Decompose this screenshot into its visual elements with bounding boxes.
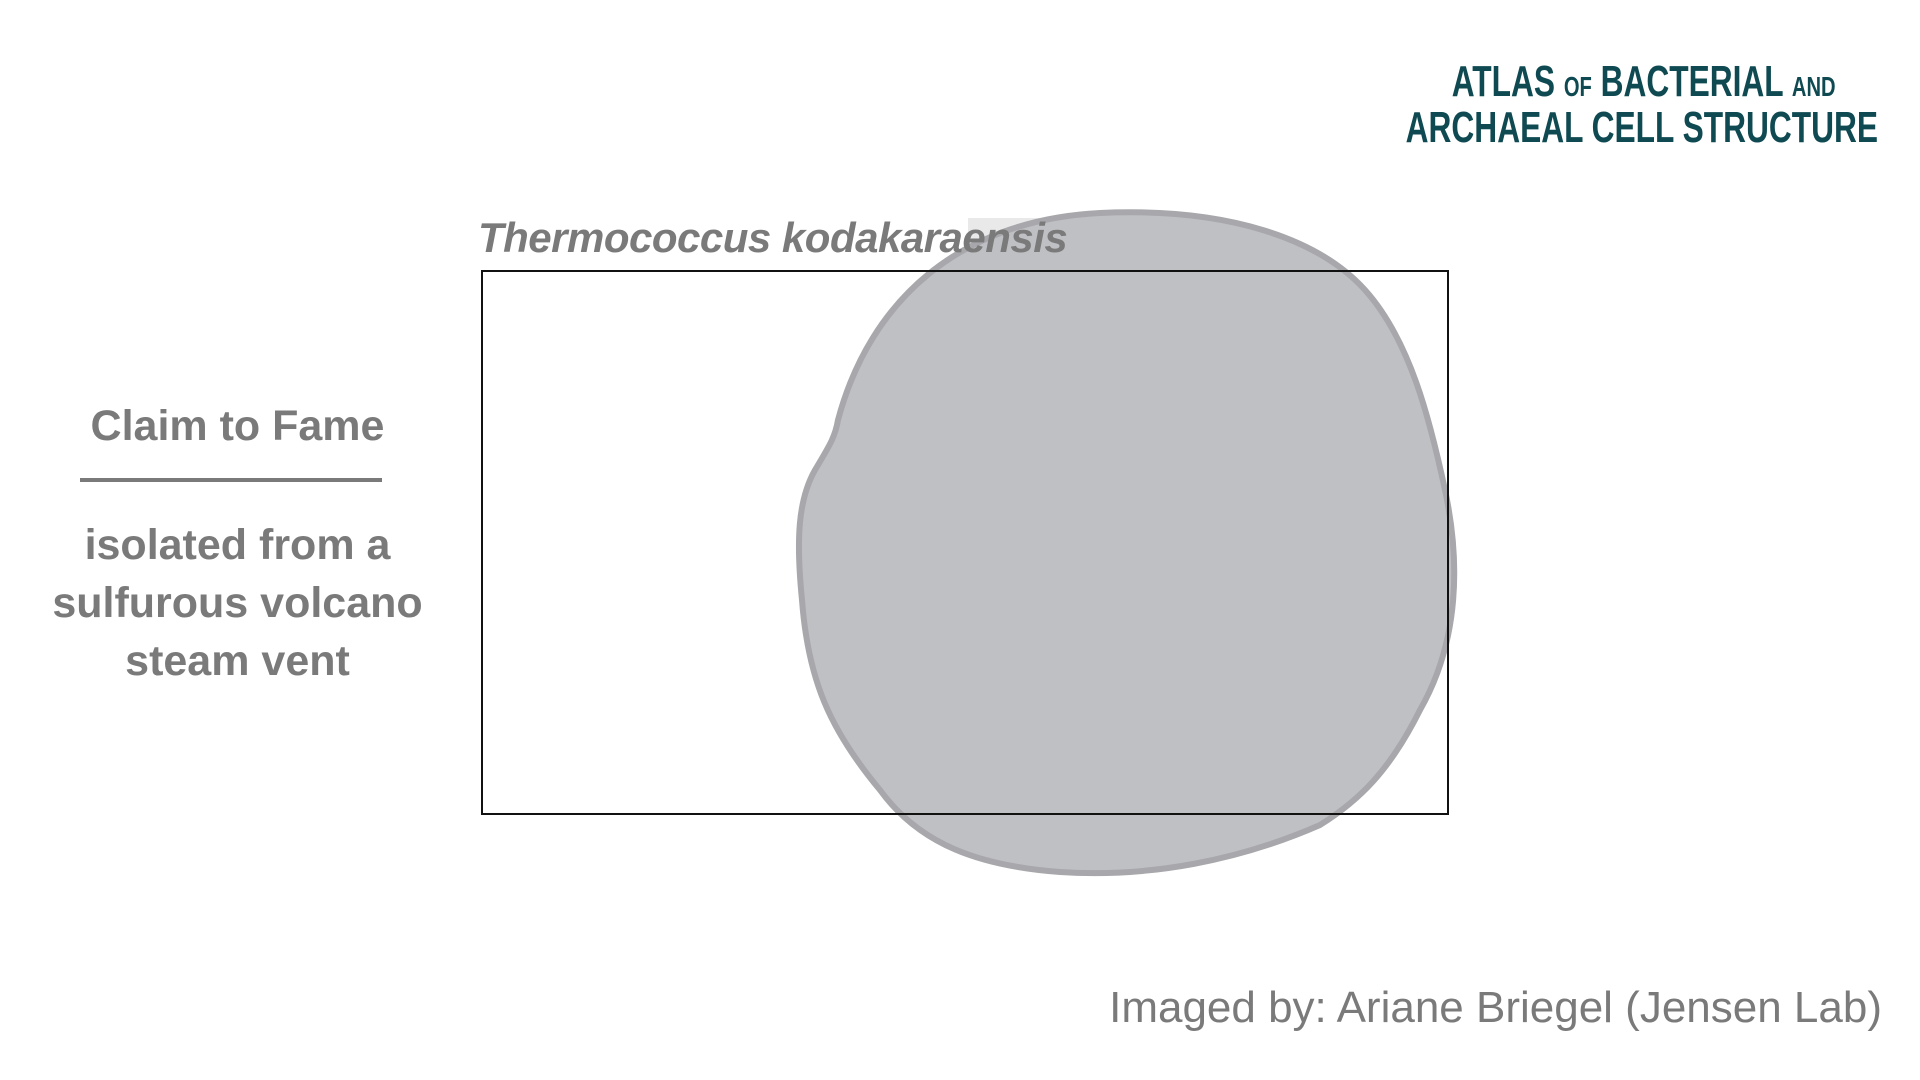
claim-description: isolated from a sulfurous volcano steam … (30, 516, 445, 690)
species-name: Thermococcus kodakaraensis (478, 214, 1068, 261)
logo-line-1: ATLAS OF BACTERIAL AND (1451, 57, 1836, 106)
atlas-logo: ATLAS OF BACTERIAL AND ARCHAEAL CELL STR… (1406, 60, 1878, 150)
claim-line-1: isolated from a (84, 521, 391, 569)
logo-line-2: ARCHAEAL CELL STRUCTURE (1405, 103, 1878, 152)
claim-divider (80, 478, 382, 482)
claim-title: Claim to Fame (90, 402, 385, 450)
image-frame (481, 270, 1449, 815)
claim-line-3: steam vent (125, 637, 350, 685)
cell-outline (795, 209, 1458, 877)
claim-line-2: sulfurous volcano (52, 579, 423, 627)
image-credit: Imaged by: Ariane Briegel (Jensen Lab) (1109, 983, 1882, 1032)
